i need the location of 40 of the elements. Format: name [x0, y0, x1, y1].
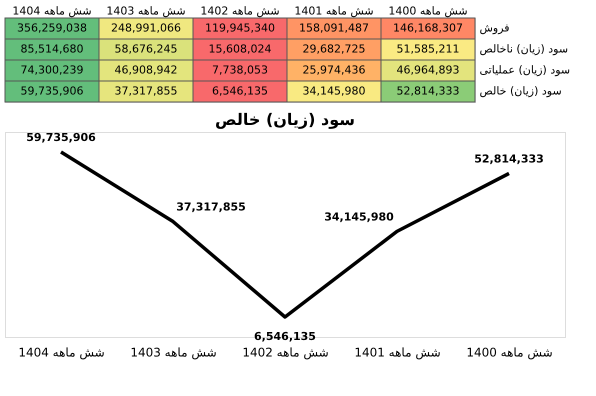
- y-tick-label: سود (زیان) خالص: [480, 84, 562, 98]
- data-label: 119,945,340: [205, 22, 275, 34]
- x-tick-label: شش ماهه 1400: [466, 346, 553, 360]
- data-label: 34,145,980: [324, 210, 394, 224]
- data-label: 37,317,855: [114, 84, 178, 98]
- data-label: 59,735,906: [26, 131, 96, 144]
- data-label: 59,735,906: [20, 84, 84, 98]
- y-tick-label: سود (زیان) ناخالص: [480, 42, 568, 56]
- data-label: 46,908,942: [114, 64, 178, 76]
- data-label: 29,682,725: [302, 42, 366, 56]
- data-label: 248,991,066: [111, 22, 181, 34]
- x-tick-label: شش ماهه 1402: [200, 4, 280, 18]
- data-label: 51,585,211: [396, 42, 460, 56]
- x-tick-label: شش ماهه 1404: [12, 4, 92, 18]
- x-tick-label: شش ماهه 1403: [106, 4, 186, 18]
- data-label: 15,608,024: [208, 42, 272, 56]
- data-label: 46,964,893: [396, 64, 460, 76]
- data-label: 52,814,333: [474, 152, 544, 166]
- x-tick-label: شش ماهه 1404: [18, 346, 105, 360]
- data-label: 146,168,307: [393, 22, 463, 34]
- data-label: 37,317,855: [176, 200, 246, 214]
- data-label: 25,974,436: [302, 64, 366, 76]
- data-label: 6,546,135: [254, 330, 316, 343]
- data-label: 7,738,053: [212, 64, 268, 76]
- x-tick-label: شش ماهه 1401: [294, 4, 374, 18]
- data-label: 58,676,245: [114, 42, 178, 56]
- data-label: 74,300,239: [20, 64, 84, 76]
- x-tick-label: شش ماهه 1402: [242, 346, 329, 360]
- y-tick-label: فروش: [480, 22, 510, 34]
- data-label: 34,145,980: [302, 84, 366, 98]
- data-label: 356,259,038: [17, 22, 87, 34]
- x-tick-label: شش ماهه 1403: [130, 346, 217, 360]
- data-label: 52,814,333: [396, 84, 460, 98]
- y-tick-label: سود (زیان) عملیاتی: [480, 64, 570, 76]
- x-tick-label: شش ماهه 1401: [354, 346, 441, 360]
- chart-title: سود (زیان) خالص: [215, 110, 355, 129]
- data-label: 6,546,135: [212, 84, 268, 98]
- data-label: 158,091,487: [299, 22, 369, 34]
- x-tick-label: شش ماهه 1400: [388, 4, 468, 18]
- data-label: 85,514,680: [20, 42, 84, 56]
